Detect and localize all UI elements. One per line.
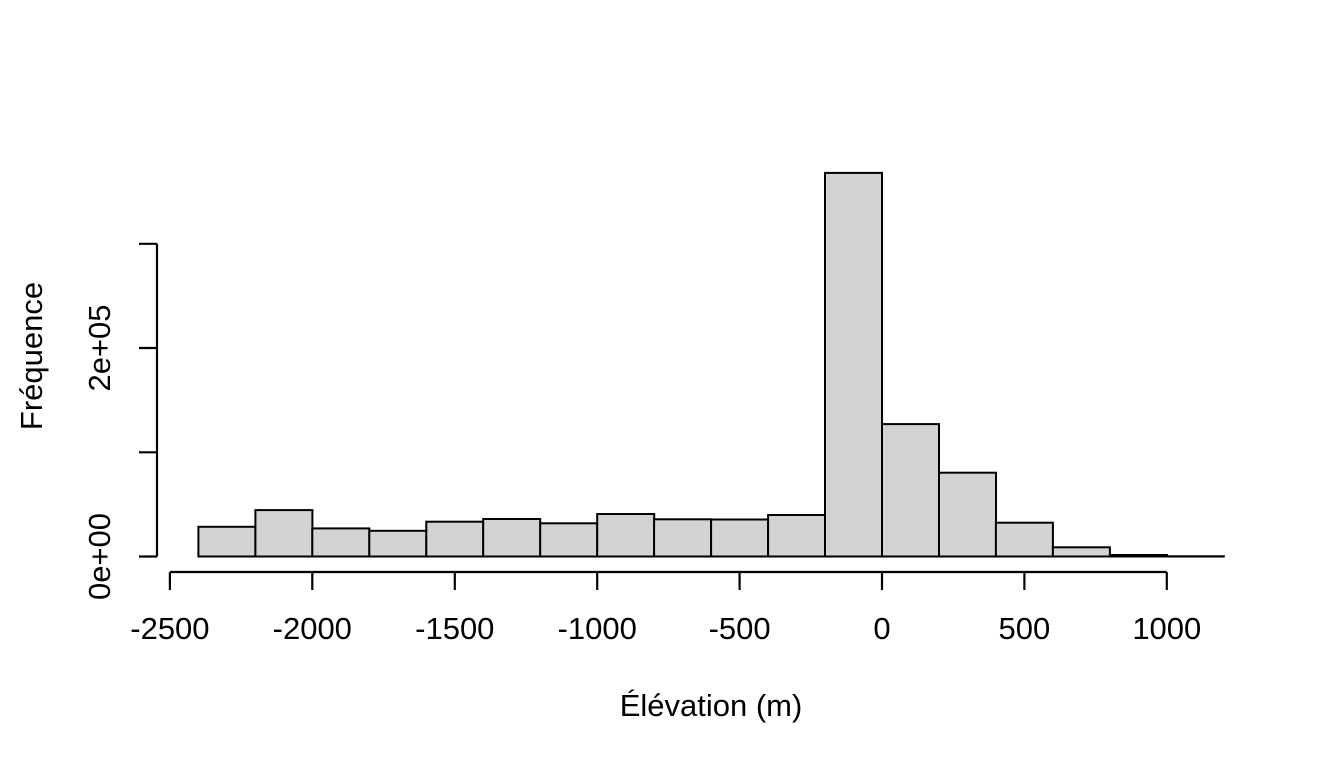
x-axis-tick-label: -1000 xyxy=(558,611,637,646)
bars-group xyxy=(197,171,1225,558)
histogram-bar xyxy=(881,423,940,558)
y-axis-title: Fréquence xyxy=(14,282,49,430)
histogram-bar xyxy=(254,509,314,558)
x-axis-tick-label: -2500 xyxy=(130,611,209,646)
y-axis-tick-label: 0e+00 xyxy=(82,513,117,600)
histogram-bar xyxy=(1108,554,1168,558)
histogram-bar xyxy=(938,471,997,558)
histogram-bar xyxy=(994,521,1054,558)
histogram-bar xyxy=(710,518,770,558)
x-axis: -2500 -2000 -1500 -1000 -500 0 500 1000 xyxy=(130,570,1201,646)
y-axis: 0e+00 2e+05 xyxy=(82,242,159,600)
histogram-bar xyxy=(425,520,485,558)
histogram-bar xyxy=(767,514,827,558)
x-axis-title: Élévation (m) xyxy=(620,688,803,723)
histogram-bar xyxy=(1051,546,1111,558)
histogram-bar xyxy=(596,513,656,558)
histogram-bar xyxy=(824,171,883,558)
x-axis-tick-label: 0 xyxy=(873,611,890,646)
x-axis-tick-label: -500 xyxy=(709,611,771,646)
histogram-bar xyxy=(197,525,257,558)
histogram-bar xyxy=(311,527,371,558)
histogram-bar xyxy=(539,522,599,558)
histogram-bar xyxy=(653,518,713,558)
histogram-bar xyxy=(368,529,428,558)
histogram-bar xyxy=(482,518,542,558)
y-axis-tick-label: 2e+05 xyxy=(82,304,117,391)
x-axis-tick-label: 500 xyxy=(999,611,1051,646)
x-axis-tick-label: 1000 xyxy=(1132,611,1201,646)
x-axis-tick-label: -1500 xyxy=(415,611,494,646)
x-axis-tick-label: -2000 xyxy=(273,611,352,646)
